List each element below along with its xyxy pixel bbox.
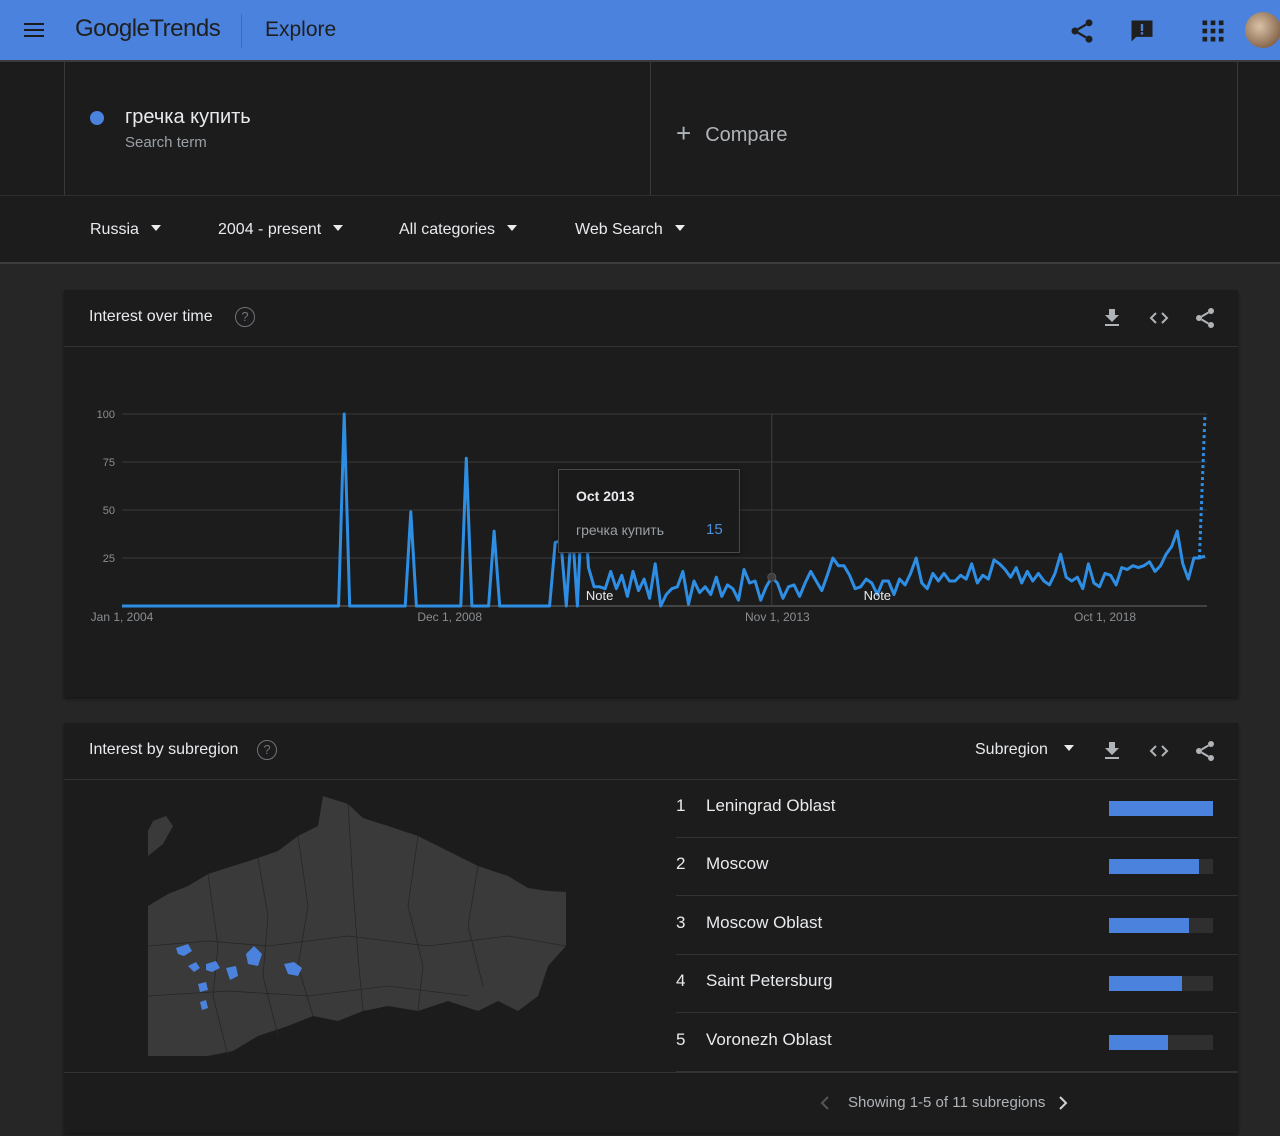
download-icon[interactable] bbox=[1100, 739, 1124, 763]
chevron-right-icon[interactable] bbox=[1056, 1095, 1070, 1111]
tooltip-term: гречка купить bbox=[576, 522, 665, 538]
chart-tooltip: Oct 2013 гречка купить 15 bbox=[558, 469, 740, 553]
list-item[interactable]: 2Moscow87 bbox=[676, 838, 1238, 897]
chart-note[interactable]: Note bbox=[586, 588, 613, 603]
card-title: Interest by subregion bbox=[89, 741, 239, 758]
x-tick-label: Nov 1, 2013 bbox=[745, 610, 810, 624]
value-bar bbox=[1109, 801, 1213, 816]
region-name[interactable]: Saint Petersburg bbox=[706, 971, 833, 991]
dropdown-arrow-icon bbox=[150, 224, 161, 231]
rank-number: 3 bbox=[676, 912, 686, 932]
filter-bar: Russia 2004 - present All categories Web… bbox=[0, 195, 1280, 264]
value-bar-track bbox=[1109, 976, 1213, 992]
pagination-label: Showing 1-5 of 11 subregions bbox=[848, 1094, 1046, 1111]
value-bar-track bbox=[1109, 859, 1213, 875]
region-name[interactable]: Voronezh Oblast bbox=[706, 1029, 832, 1049]
dropdown-arrow-icon bbox=[674, 224, 685, 231]
embed-icon[interactable] bbox=[1147, 739, 1171, 763]
y-tick-label: 50 bbox=[103, 505, 115, 517]
value-bar-track bbox=[1109, 801, 1213, 816]
highlighted-regions bbox=[176, 944, 302, 1010]
share-icon[interactable] bbox=[1193, 306, 1217, 330]
x-tick-label: Dec 1, 2008 bbox=[417, 610, 482, 624]
embed-icon[interactable] bbox=[1147, 306, 1171, 330]
x-tick-label: Jan 1, 2004 bbox=[91, 610, 154, 624]
region-filter[interactable]: Russia bbox=[90, 221, 161, 239]
top-app-bar: GoogleTrends Explore bbox=[0, 0, 1280, 62]
y-tick-label: 75 bbox=[103, 457, 115, 469]
chevron-left-icon[interactable] bbox=[818, 1095, 832, 1111]
rank-number: 2 bbox=[676, 854, 686, 874]
value-bar bbox=[1109, 859, 1200, 875]
search-term-type: Search term bbox=[125, 134, 207, 151]
tooltip-date: Oct 2013 bbox=[576, 488, 635, 504]
search-terms-bar bbox=[0, 62, 1280, 195]
region-name[interactable]: Moscow Oblast bbox=[706, 912, 823, 932]
share-icon[interactable] bbox=[1193, 739, 1217, 763]
rank-number: 5 bbox=[676, 1029, 686, 1049]
help-icon[interactable]: ? bbox=[257, 740, 277, 760]
chart-note[interactable]: Note bbox=[864, 588, 891, 603]
value-bar bbox=[1109, 917, 1190, 933]
kola-region bbox=[148, 816, 173, 856]
value-bar-track bbox=[1109, 1034, 1213, 1050]
rank-number: 4 bbox=[676, 971, 686, 991]
partial-data-line bbox=[1197, 413, 1207, 559]
value-bar bbox=[1109, 1034, 1169, 1050]
category-filter[interactable]: All categories bbox=[399, 221, 518, 239]
menu-icon[interactable] bbox=[22, 19, 46, 43]
google-trends-logo[interactable]: GoogleTrends bbox=[75, 15, 221, 42]
dropdown-arrow-icon bbox=[1063, 744, 1074, 751]
time-filter[interactable]: 2004 - present bbox=[218, 221, 344, 239]
tooltip-value: 15 bbox=[706, 521, 723, 538]
x-tick-label: Oct 1, 2018 bbox=[1074, 610, 1136, 624]
hover-point bbox=[767, 572, 777, 582]
y-tick-label: 100 bbox=[97, 409, 115, 421]
page-title: Explore bbox=[265, 18, 337, 41]
russia-landmass bbox=[148, 796, 566, 1056]
leningrad-region bbox=[176, 944, 192, 956]
feedback-icon[interactable] bbox=[1128, 17, 1156, 45]
dropdown-arrow-icon bbox=[507, 224, 518, 231]
rank-number: 1 bbox=[676, 796, 686, 815]
compare-button[interactable]: + Compare bbox=[676, 118, 788, 148]
compare-divider bbox=[1237, 62, 1238, 195]
header-divider bbox=[241, 14, 242, 48]
y-tick-label: 25 bbox=[103, 553, 115, 565]
card-divider bbox=[64, 1072, 1238, 1073]
dropdown-arrow-icon bbox=[333, 224, 344, 231]
subregion-dropdown[interactable]: Subregion bbox=[975, 741, 1074, 759]
value-bar-track bbox=[1109, 917, 1213, 933]
value-bar bbox=[1109, 976, 1182, 992]
region-name[interactable]: Leningrad Oblast bbox=[706, 796, 836, 815]
card-divider bbox=[64, 779, 1238, 780]
help-icon[interactable]: ? bbox=[235, 307, 255, 327]
card-divider bbox=[64, 346, 1238, 347]
subregion-map[interactable] bbox=[148, 796, 566, 1056]
apps-icon[interactable] bbox=[1199, 17, 1227, 45]
series-color-dot bbox=[90, 111, 104, 125]
plus-icon: + bbox=[676, 118, 692, 148]
card-title: Interest over time bbox=[89, 308, 213, 325]
avatar[interactable] bbox=[1245, 12, 1280, 48]
property-filter[interactable]: Web Search bbox=[575, 221, 685, 239]
region-name[interactable]: Moscow bbox=[706, 854, 769, 874]
search-term-card[interactable] bbox=[64, 62, 651, 195]
share-icon[interactable] bbox=[1068, 17, 1096, 45]
search-term-text[interactable]: гречка купить bbox=[125, 106, 251, 128]
download-icon[interactable] bbox=[1100, 306, 1124, 330]
